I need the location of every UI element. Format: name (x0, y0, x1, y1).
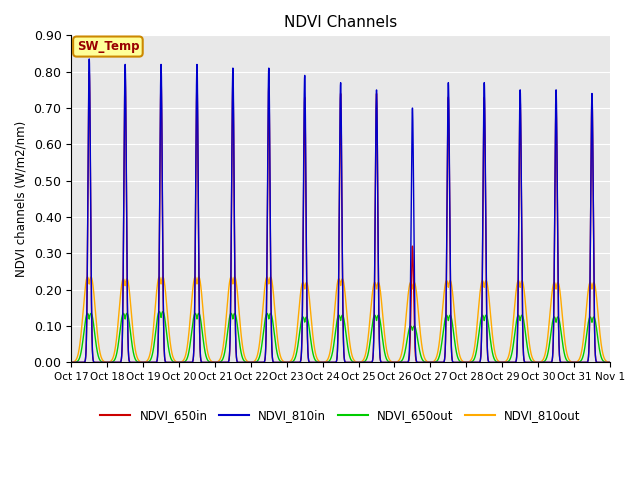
Title: NDVI Channels: NDVI Channels (284, 15, 397, 30)
NDVI_650in (67, 360, 75, 365)
NDVI_810in (606, 360, 614, 365)
NDVI_810in (604, 360, 612, 365)
Legend: NDVI_650in, NDVI_810in, NDVI_650out, NDVI_810out: NDVI_650in, NDVI_810in, NDVI_650out, NDV… (96, 404, 586, 427)
Line: NDVI_810out: NDVI_810out (71, 277, 610, 362)
NDVI_650in (415, 360, 422, 365)
Line: NDVI_810in: NDVI_810in (71, 59, 610, 362)
NDVI_650in (177, 360, 185, 365)
NDVI_650in (269, 359, 277, 364)
NDVI_650out (156, 309, 163, 314)
NDVI_810out (606, 360, 614, 365)
NDVI_650in (183, 360, 191, 365)
NDVI_650out (177, 360, 185, 365)
NDVI_650out (67, 360, 75, 365)
NDVI_650out (492, 358, 499, 364)
NDVI_810out (604, 359, 612, 365)
NDVI_810out (415, 315, 422, 321)
NDVI_810in (415, 360, 422, 365)
NDVI_810out (269, 287, 277, 292)
NDVI_810out (177, 359, 185, 365)
NDVI_650out (606, 360, 614, 365)
NDVI_650out (183, 357, 191, 362)
Y-axis label: NDVI channels (W/m2/nm): NDVI channels (W/m2/nm) (15, 121, 28, 277)
NDVI_810in (177, 360, 185, 365)
NDVI_650out (269, 320, 277, 326)
Text: SW_Temp: SW_Temp (77, 40, 139, 53)
NDVI_810in (492, 360, 499, 365)
NDVI_650in (604, 360, 612, 365)
Line: NDVI_650in: NDVI_650in (71, 72, 610, 362)
NDVI_650in (492, 360, 499, 365)
NDVI_810out (67, 360, 75, 365)
NDVI_810out (84, 274, 92, 280)
NDVI_650out (604, 360, 612, 365)
NDVI_650out (415, 344, 422, 349)
NDVI_650in (606, 360, 614, 365)
NDVI_810in (85, 56, 93, 62)
NDVI_650in (85, 69, 93, 74)
NDVI_810out (183, 348, 191, 354)
NDVI_810out (492, 352, 499, 358)
NDVI_810in (183, 360, 191, 365)
NDVI_810in (269, 359, 277, 364)
NDVI_810in (67, 360, 75, 365)
Line: NDVI_650out: NDVI_650out (71, 312, 610, 362)
